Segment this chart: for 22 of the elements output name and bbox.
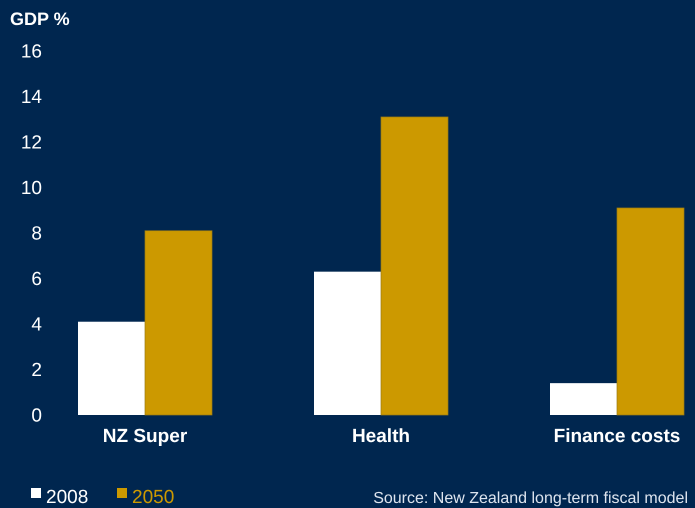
y-tick-label: 4 <box>31 314 42 336</box>
y-tick-label: 16 <box>20 42 42 63</box>
y-tick-label: 12 <box>20 132 42 154</box>
source-note: Source: New Zealand long-term fiscal model <box>373 490 688 507</box>
bar <box>314 272 381 415</box>
bar <box>550 383 617 415</box>
y-tick-label: 0 <box>31 406 42 427</box>
legend-label: 2008 <box>46 487 88 508</box>
bar <box>380 116 448 416</box>
y-tick-label: 8 <box>31 224 42 245</box>
bar <box>144 230 212 416</box>
y-axis-title: GDP % <box>10 9 70 29</box>
y-tick-label: 10 <box>20 178 42 200</box>
bar <box>78 322 145 415</box>
x-tick-label: Finance costs <box>554 426 680 447</box>
y-tick-label: 2 <box>31 360 42 382</box>
x-tick-label: NZ Super <box>102 426 188 447</box>
bar <box>616 208 684 416</box>
x-tick-label: Health <box>352 426 410 447</box>
y-tick-label: 14 <box>20 87 42 108</box>
legend-label: 2050 <box>132 487 174 508</box>
y-tick-label: 6 <box>31 269 42 290</box>
